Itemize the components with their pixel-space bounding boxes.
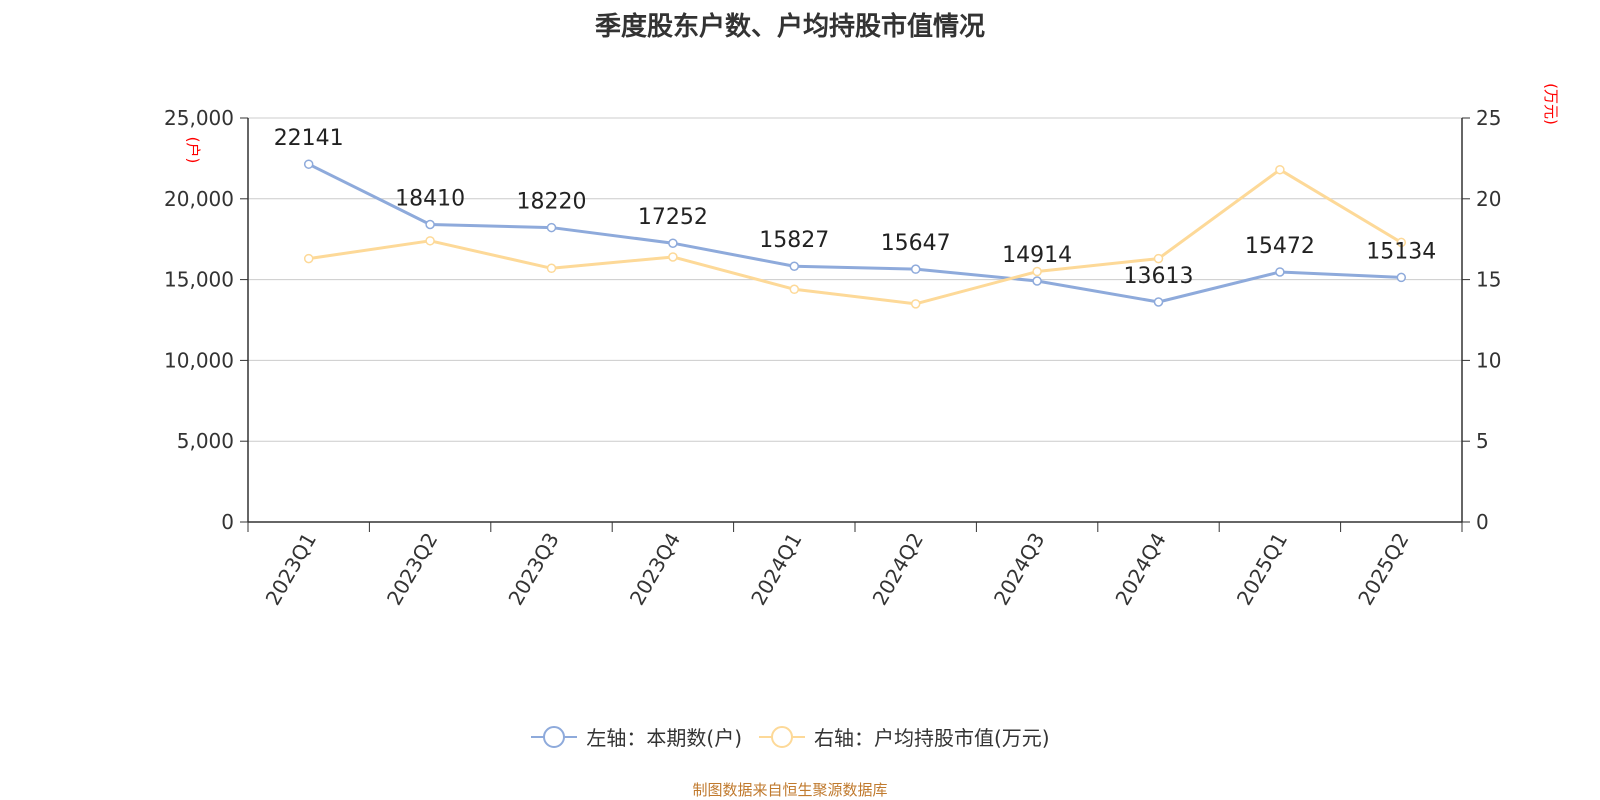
x-tick-label: 2024Q4 (1110, 529, 1170, 610)
y-right-tick-label: 5 (1476, 429, 1489, 453)
y-left-tick-label: 10,000 (164, 348, 234, 372)
data-point-right (1153, 253, 1164, 264)
legend-label-right-series: 右轴：户均持股市值(万元) (814, 726, 1050, 750)
data-point-right (668, 252, 678, 262)
data-point-right (789, 284, 800, 295)
y-left-tick-label: 5,000 (177, 429, 234, 453)
data-point-left (1153, 297, 1164, 307)
data-label: 13613 (1124, 264, 1194, 289)
x-tick-label: 2023Q2 (382, 529, 442, 610)
y-left-tick-label: 15,000 (164, 268, 234, 292)
data-point-right (425, 236, 435, 246)
x-tick-label: 2024Q1 (746, 529, 806, 610)
y-right-tick-label: 10 (1476, 348, 1501, 372)
x-tick-label: 2025Q2 (1353, 529, 1413, 610)
y-right-tick-label: 0 (1476, 510, 1489, 534)
data-point-left (789, 261, 800, 271)
data-label: 17252 (638, 205, 708, 230)
x-tick-label: 2023Q4 (625, 529, 685, 610)
x-tick-label: 2025Q1 (1232, 529, 1292, 610)
data-label: 15134 (1366, 239, 1436, 264)
series-line-right (308, 168, 1403, 306)
data-label: 15827 (759, 228, 829, 253)
legend-line-circle-icon-left (531, 725, 578, 748)
data-point-left (546, 222, 557, 233)
data-point-right (1396, 237, 1407, 248)
x-tick-label: 2024Q3 (989, 529, 1049, 610)
y-right-unit-label: (万元) (1542, 83, 1560, 125)
data-label: 22141 (274, 126, 344, 151)
y-left-tick-label: 20,000 (164, 187, 234, 211)
y-left-unit-label: (户) (184, 137, 202, 164)
data-label: 15472 (1245, 234, 1315, 259)
data-point-right (1275, 164, 1285, 175)
data-point-right (1032, 266, 1042, 277)
data-label: 18410 (395, 186, 465, 211)
data-point-left (910, 264, 921, 274)
data-point-right (303, 253, 314, 264)
data-point-left (1396, 272, 1407, 283)
y-left-tick-label: 0 (221, 510, 234, 534)
data-label: 15647 (881, 231, 951, 256)
series-line-left (308, 162, 1402, 304)
data-point-left (1032, 276, 1042, 286)
data-point-right (546, 263, 557, 274)
data-point-left (1275, 267, 1285, 277)
legend-item-right-series[interactable]: 右轴：户均持股市值(万元) (758, 722, 1050, 751)
y-right-tick-label: 15 (1476, 268, 1501, 292)
legend-line-circle-icon-right (759, 725, 805, 748)
legend-item-left-series[interactable]: 左轴：本期数(户) (530, 722, 742, 751)
x-tick-label: 2023Q1 (261, 529, 321, 610)
legend: 左轴：本期数(户) 右轴：户均持股市值(万元) (0, 722, 1580, 751)
data-point-left (303, 159, 314, 169)
x-tick-label: 2023Q3 (503, 529, 563, 610)
chart-canvas: 05,00010,00015,00020,00025,0000510152025… (164, 83, 1560, 610)
data-point-right (910, 299, 921, 309)
y-right-tick-label: 25 (1476, 106, 1501, 130)
y-left-tick-label: 25,000 (164, 106, 234, 130)
data-point-left (425, 219, 435, 230)
source-note: 制图数据来自恒生聚源数据库 (692, 781, 888, 799)
data-label: 18220 (517, 190, 587, 215)
y-right-tick-label: 20 (1476, 187, 1501, 211)
data-point-left (668, 238, 678, 248)
x-tick-label: 2024Q2 (868, 529, 928, 610)
chart-title: 季度股东户数、户均持股市值情况 (594, 12, 985, 42)
data-label: 14914 (1002, 243, 1072, 268)
legend-label-left-series: 左轴：本期数(户) (586, 726, 742, 750)
